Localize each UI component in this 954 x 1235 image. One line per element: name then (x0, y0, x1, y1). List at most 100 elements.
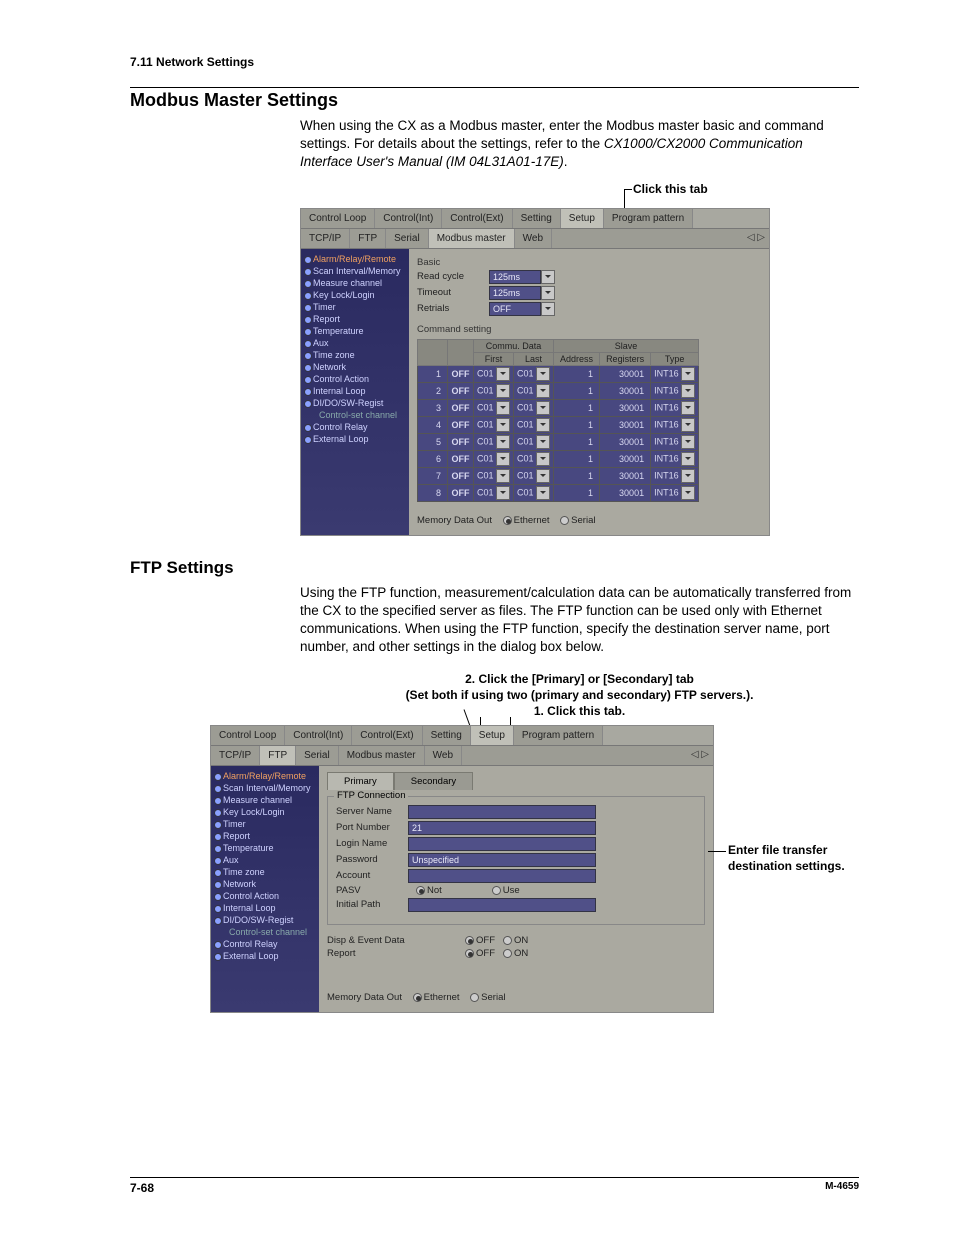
cmd-toggle[interactable]: OFF (448, 467, 474, 484)
cmd-type[interactable]: INT16 (651, 399, 699, 416)
cmd-reg[interactable]: 30001 (600, 467, 651, 484)
sidebar-item-scan-interval-memory[interactable]: Scan Interval/Memory (211, 782, 319, 794)
sidebar-item-measure-channel[interactable]: Measure channel (211, 794, 319, 806)
tab-setting[interactable]: Setting (513, 209, 561, 228)
sidebar-item-control-set-channel[interactable]: Control-set channel (301, 409, 409, 421)
tab-setup[interactable]: Setup (471, 726, 514, 745)
radio-ethernet-2[interactable] (413, 993, 422, 1002)
cmd-type[interactable]: INT16 (651, 382, 699, 399)
cmd-first[interactable]: C01 (474, 484, 514, 501)
cmd-addr[interactable]: 1 (554, 433, 600, 450)
sidebar-item-internal-loop[interactable]: Internal Loop (301, 385, 409, 397)
radio-off[interactable] (465, 936, 474, 945)
tab-secondary[interactable]: Secondary (394, 772, 473, 790)
tab-setup[interactable]: Setup (561, 209, 604, 228)
cmd-reg[interactable]: 30001 (600, 365, 651, 382)
cmd-last[interactable]: C01 (514, 433, 554, 450)
sidebar-item-scan-interval-memory[interactable]: Scan Interval/Memory (301, 265, 409, 277)
ftp-input[interactable] (408, 837, 596, 851)
sidebar-item-alarm-relay-remote[interactable]: Alarm/Relay/Remote (301, 253, 409, 265)
tab-serial[interactable]: Serial (296, 746, 339, 765)
tab-ftp[interactable]: FTP (260, 746, 296, 765)
radio-on[interactable] (503, 936, 512, 945)
sidebar-item-time-zone[interactable]: Time zone (211, 866, 319, 878)
tab-tcp-ip[interactable]: TCP/IP (211, 746, 260, 765)
cmd-first[interactable]: C01 (474, 365, 514, 382)
sidebar-item-external-loop[interactable]: External Loop (301, 433, 409, 445)
tab-tcp-ip[interactable]: TCP/IP (301, 229, 350, 248)
sidebar-item-key-lock-login[interactable]: Key Lock/Login (301, 289, 409, 301)
sidebar-item-control-action[interactable]: Control Action (211, 890, 319, 902)
ftp-input[interactable]: 21 (408, 821, 596, 835)
cmd-type[interactable]: INT16 (651, 484, 699, 501)
cmd-last[interactable]: C01 (514, 399, 554, 416)
cmd-reg[interactable]: 30001 (600, 484, 651, 501)
cmd-addr[interactable]: 1 (554, 484, 600, 501)
cmd-addr[interactable]: 1 (554, 416, 600, 433)
cmd-type[interactable]: INT16 (651, 416, 699, 433)
cmd-addr[interactable]: 1 (554, 399, 600, 416)
sidebar-item-control-relay[interactable]: Control Relay (211, 938, 319, 950)
sidebar-item-report[interactable]: Report (301, 313, 409, 325)
sidebar-item-key-lock-login[interactable]: Key Lock/Login (211, 806, 319, 818)
basic-input[interactable]: 125ms (489, 286, 541, 300)
cmd-first[interactable]: C01 (474, 450, 514, 467)
basic-input[interactable]: OFF (489, 302, 541, 316)
cmd-last[interactable]: C01 (514, 365, 554, 382)
sidebar-item-temperature[interactable]: Temperature (211, 842, 319, 854)
cmd-reg[interactable]: 30001 (600, 399, 651, 416)
ftp-input[interactable] (408, 898, 596, 912)
cmd-last[interactable]: C01 (514, 382, 554, 399)
cmd-addr[interactable]: 1 (554, 382, 600, 399)
tab-serial[interactable]: Serial (386, 229, 429, 248)
cmd-reg[interactable]: 30001 (600, 450, 651, 467)
cmd-first[interactable]: C01 (474, 399, 514, 416)
cmd-type[interactable]: INT16 (651, 433, 699, 450)
sidebar-item-aux[interactable]: Aux (301, 337, 409, 349)
tab-primary[interactable]: Primary (327, 772, 394, 790)
dropdown-icon[interactable] (541, 302, 555, 316)
sidebar-item-internal-loop[interactable]: Internal Loop (211, 902, 319, 914)
cmd-toggle[interactable]: OFF (448, 416, 474, 433)
cmd-toggle[interactable]: OFF (448, 382, 474, 399)
tab-setting[interactable]: Setting (423, 726, 471, 745)
sidebar-item-measure-channel[interactable]: Measure channel (301, 277, 409, 289)
radio-ethernet[interactable] (503, 516, 512, 525)
cmd-first[interactable]: C01 (474, 382, 514, 399)
dropdown-icon[interactable] (541, 286, 555, 300)
ftp-input[interactable]: Unspecified (408, 853, 596, 867)
tab-program-pattern[interactable]: Program pattern (514, 726, 603, 745)
tab-modbus-master[interactable]: Modbus master (429, 229, 515, 248)
tab-control-ext-[interactable]: Control(Ext) (352, 726, 422, 745)
sidebar-item-temperature[interactable]: Temperature (301, 325, 409, 337)
cmd-toggle[interactable]: OFF (448, 399, 474, 416)
radio-not[interactable] (416, 886, 425, 895)
ftp-input[interactable] (408, 805, 596, 819)
cmd-last[interactable]: C01 (514, 416, 554, 433)
cmd-last[interactable]: C01 (514, 450, 554, 467)
cmd-toggle[interactable]: OFF (448, 450, 474, 467)
cmd-last[interactable]: C01 (514, 467, 554, 484)
tab-modbus-master[interactable]: Modbus master (339, 746, 425, 765)
tab-control-loop[interactable]: Control Loop (211, 726, 285, 745)
sidebar-item-control-set-channel[interactable]: Control-set channel (211, 926, 319, 938)
tab-web[interactable]: Web (425, 746, 462, 765)
tab-ftp[interactable]: FTP (350, 229, 386, 248)
sidebar-item-control-action[interactable]: Control Action (301, 373, 409, 385)
tab-program-pattern[interactable]: Program pattern (604, 209, 693, 228)
radio-off[interactable] (465, 949, 474, 958)
tab-control-loop[interactable]: Control Loop (301, 209, 375, 228)
radio-on[interactable] (503, 949, 512, 958)
tab-control-int-[interactable]: Control(Int) (285, 726, 352, 745)
sidebar-item-network[interactable]: Network (301, 361, 409, 373)
cmd-toggle[interactable]: OFF (448, 484, 474, 501)
ftp-input[interactable] (408, 869, 596, 883)
cmd-addr[interactable]: 1 (554, 450, 600, 467)
sidebar-item-report[interactable]: Report (211, 830, 319, 842)
tab-nav-arrows[interactable]: ◁ ▷ (743, 229, 769, 248)
sidebar-item-timer[interactable]: Timer (301, 301, 409, 313)
radio-serial-2[interactable] (470, 993, 479, 1002)
cmd-type[interactable]: INT16 (651, 450, 699, 467)
tab-web[interactable]: Web (515, 229, 552, 248)
basic-input[interactable]: 125ms (489, 270, 541, 284)
